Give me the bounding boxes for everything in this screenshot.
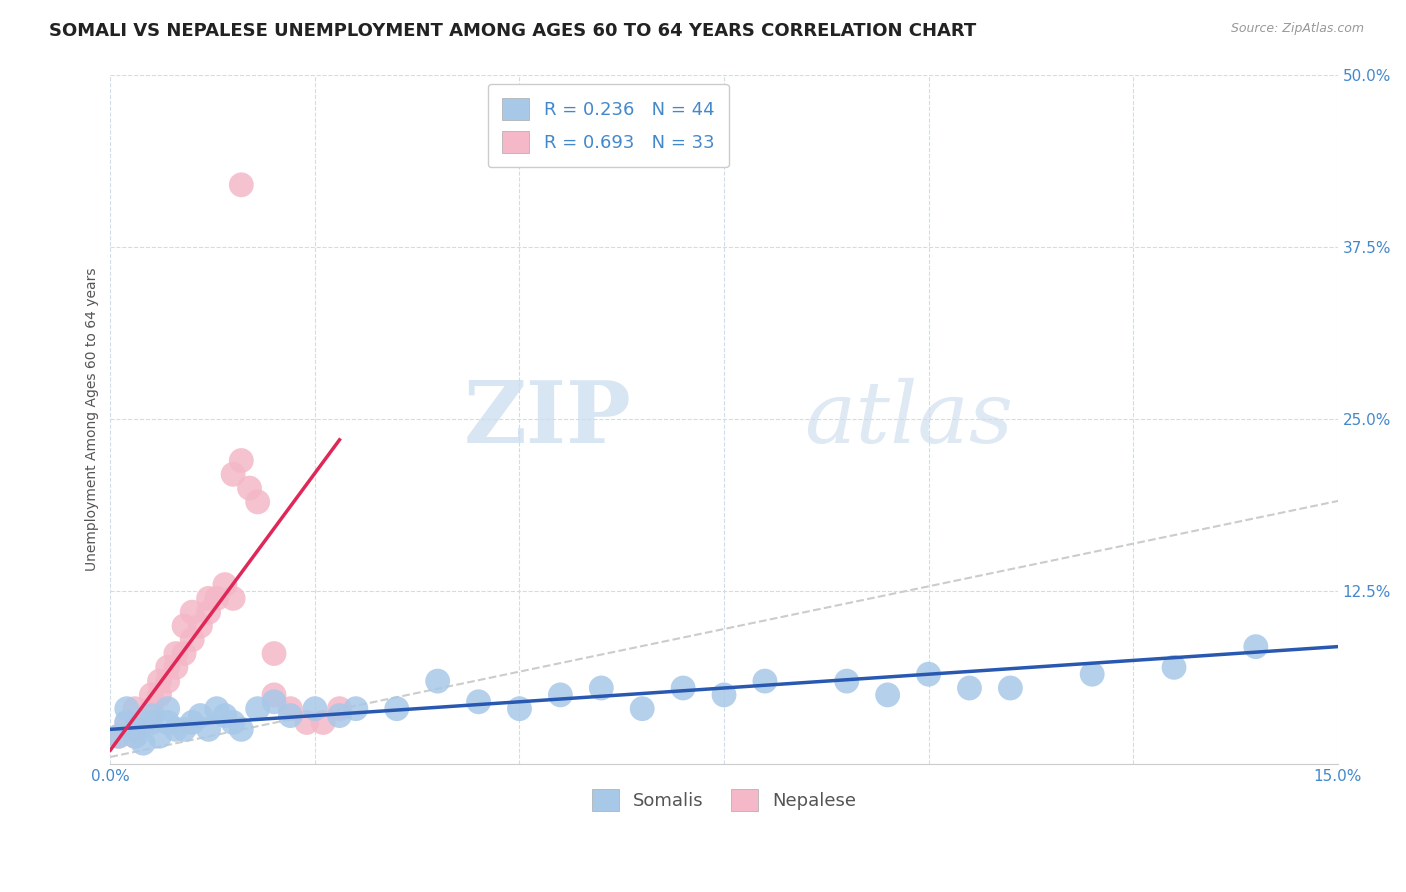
Point (156, 701, 179, 715)
Point (385, 701, 408, 715)
Point (148, 674, 170, 689)
Point (222, 467, 245, 482)
Point (328, 701, 350, 715)
Point (124, 729, 146, 743)
Point (959, 681, 981, 695)
Point (246, 701, 269, 715)
Point (426, 674, 449, 689)
Point (550, 688, 572, 702)
Text: ZIP: ZIP (464, 377, 631, 461)
Point (1244, 640, 1267, 654)
Point (467, 695, 489, 709)
Point (156, 660, 179, 674)
Point (263, 688, 285, 702)
Point (181, 605, 204, 619)
Point (141, 701, 163, 715)
Point (148, 729, 170, 743)
Point (246, 495, 269, 509)
Point (124, 701, 146, 715)
Point (205, 591, 228, 606)
Point (835, 674, 858, 689)
Point (173, 723, 195, 737)
Point (173, 647, 195, 661)
Point (197, 591, 219, 606)
Point (141, 715, 163, 730)
Text: Source: ZipAtlas.com: Source: ZipAtlas.com (1230, 22, 1364, 36)
Point (631, 701, 654, 715)
Point (107, 729, 129, 743)
Y-axis label: Unemployment Among Ages 60 to 64 years: Unemployment Among Ages 60 to 64 years (86, 268, 100, 571)
Point (280, 701, 302, 715)
Point (197, 605, 219, 619)
Point (165, 723, 187, 737)
Point (173, 619, 195, 633)
Point (917, 667, 939, 681)
Point (713, 688, 735, 702)
Point (280, 708, 302, 723)
Point (190, 619, 212, 633)
Point (190, 708, 212, 723)
Point (165, 647, 187, 661)
Point (124, 723, 146, 737)
Text: atlas: atlas (804, 378, 1012, 460)
Point (328, 708, 350, 723)
Point (1163, 660, 1185, 674)
Point (231, 178, 253, 192)
Point (263, 647, 285, 661)
Point (148, 688, 170, 702)
Point (295, 715, 318, 730)
Point (754, 674, 776, 689)
Point (231, 723, 253, 737)
Point (672, 681, 695, 695)
Point (132, 736, 155, 750)
Point (344, 701, 367, 715)
Point (181, 632, 204, 647)
Point (231, 453, 253, 467)
Point (156, 674, 179, 689)
Point (508, 701, 530, 715)
Point (214, 577, 236, 591)
Point (197, 723, 219, 737)
Point (141, 688, 163, 702)
Point (591, 681, 613, 695)
Point (107, 729, 129, 743)
Point (1000, 681, 1022, 695)
Point (115, 715, 138, 730)
Point (214, 708, 236, 723)
Point (222, 591, 245, 606)
Point (165, 660, 187, 674)
Legend: Somalis, Nepalese: Somalis, Nepalese (579, 776, 869, 823)
Point (124, 729, 146, 743)
Point (132, 715, 155, 730)
Point (263, 695, 285, 709)
Point (115, 701, 138, 715)
Point (141, 708, 163, 723)
Point (876, 688, 898, 702)
Point (1081, 667, 1104, 681)
Text: SOMALI VS NEPALESE UNEMPLOYMENT AMONG AGES 60 TO 64 YEARS CORRELATION CHART: SOMALI VS NEPALESE UNEMPLOYMENT AMONG AG… (49, 22, 976, 40)
Point (304, 701, 326, 715)
Point (205, 701, 228, 715)
Point (222, 715, 245, 730)
Point (156, 715, 179, 730)
Point (115, 715, 138, 730)
Point (312, 715, 335, 730)
Point (238, 481, 260, 495)
Point (181, 715, 204, 730)
